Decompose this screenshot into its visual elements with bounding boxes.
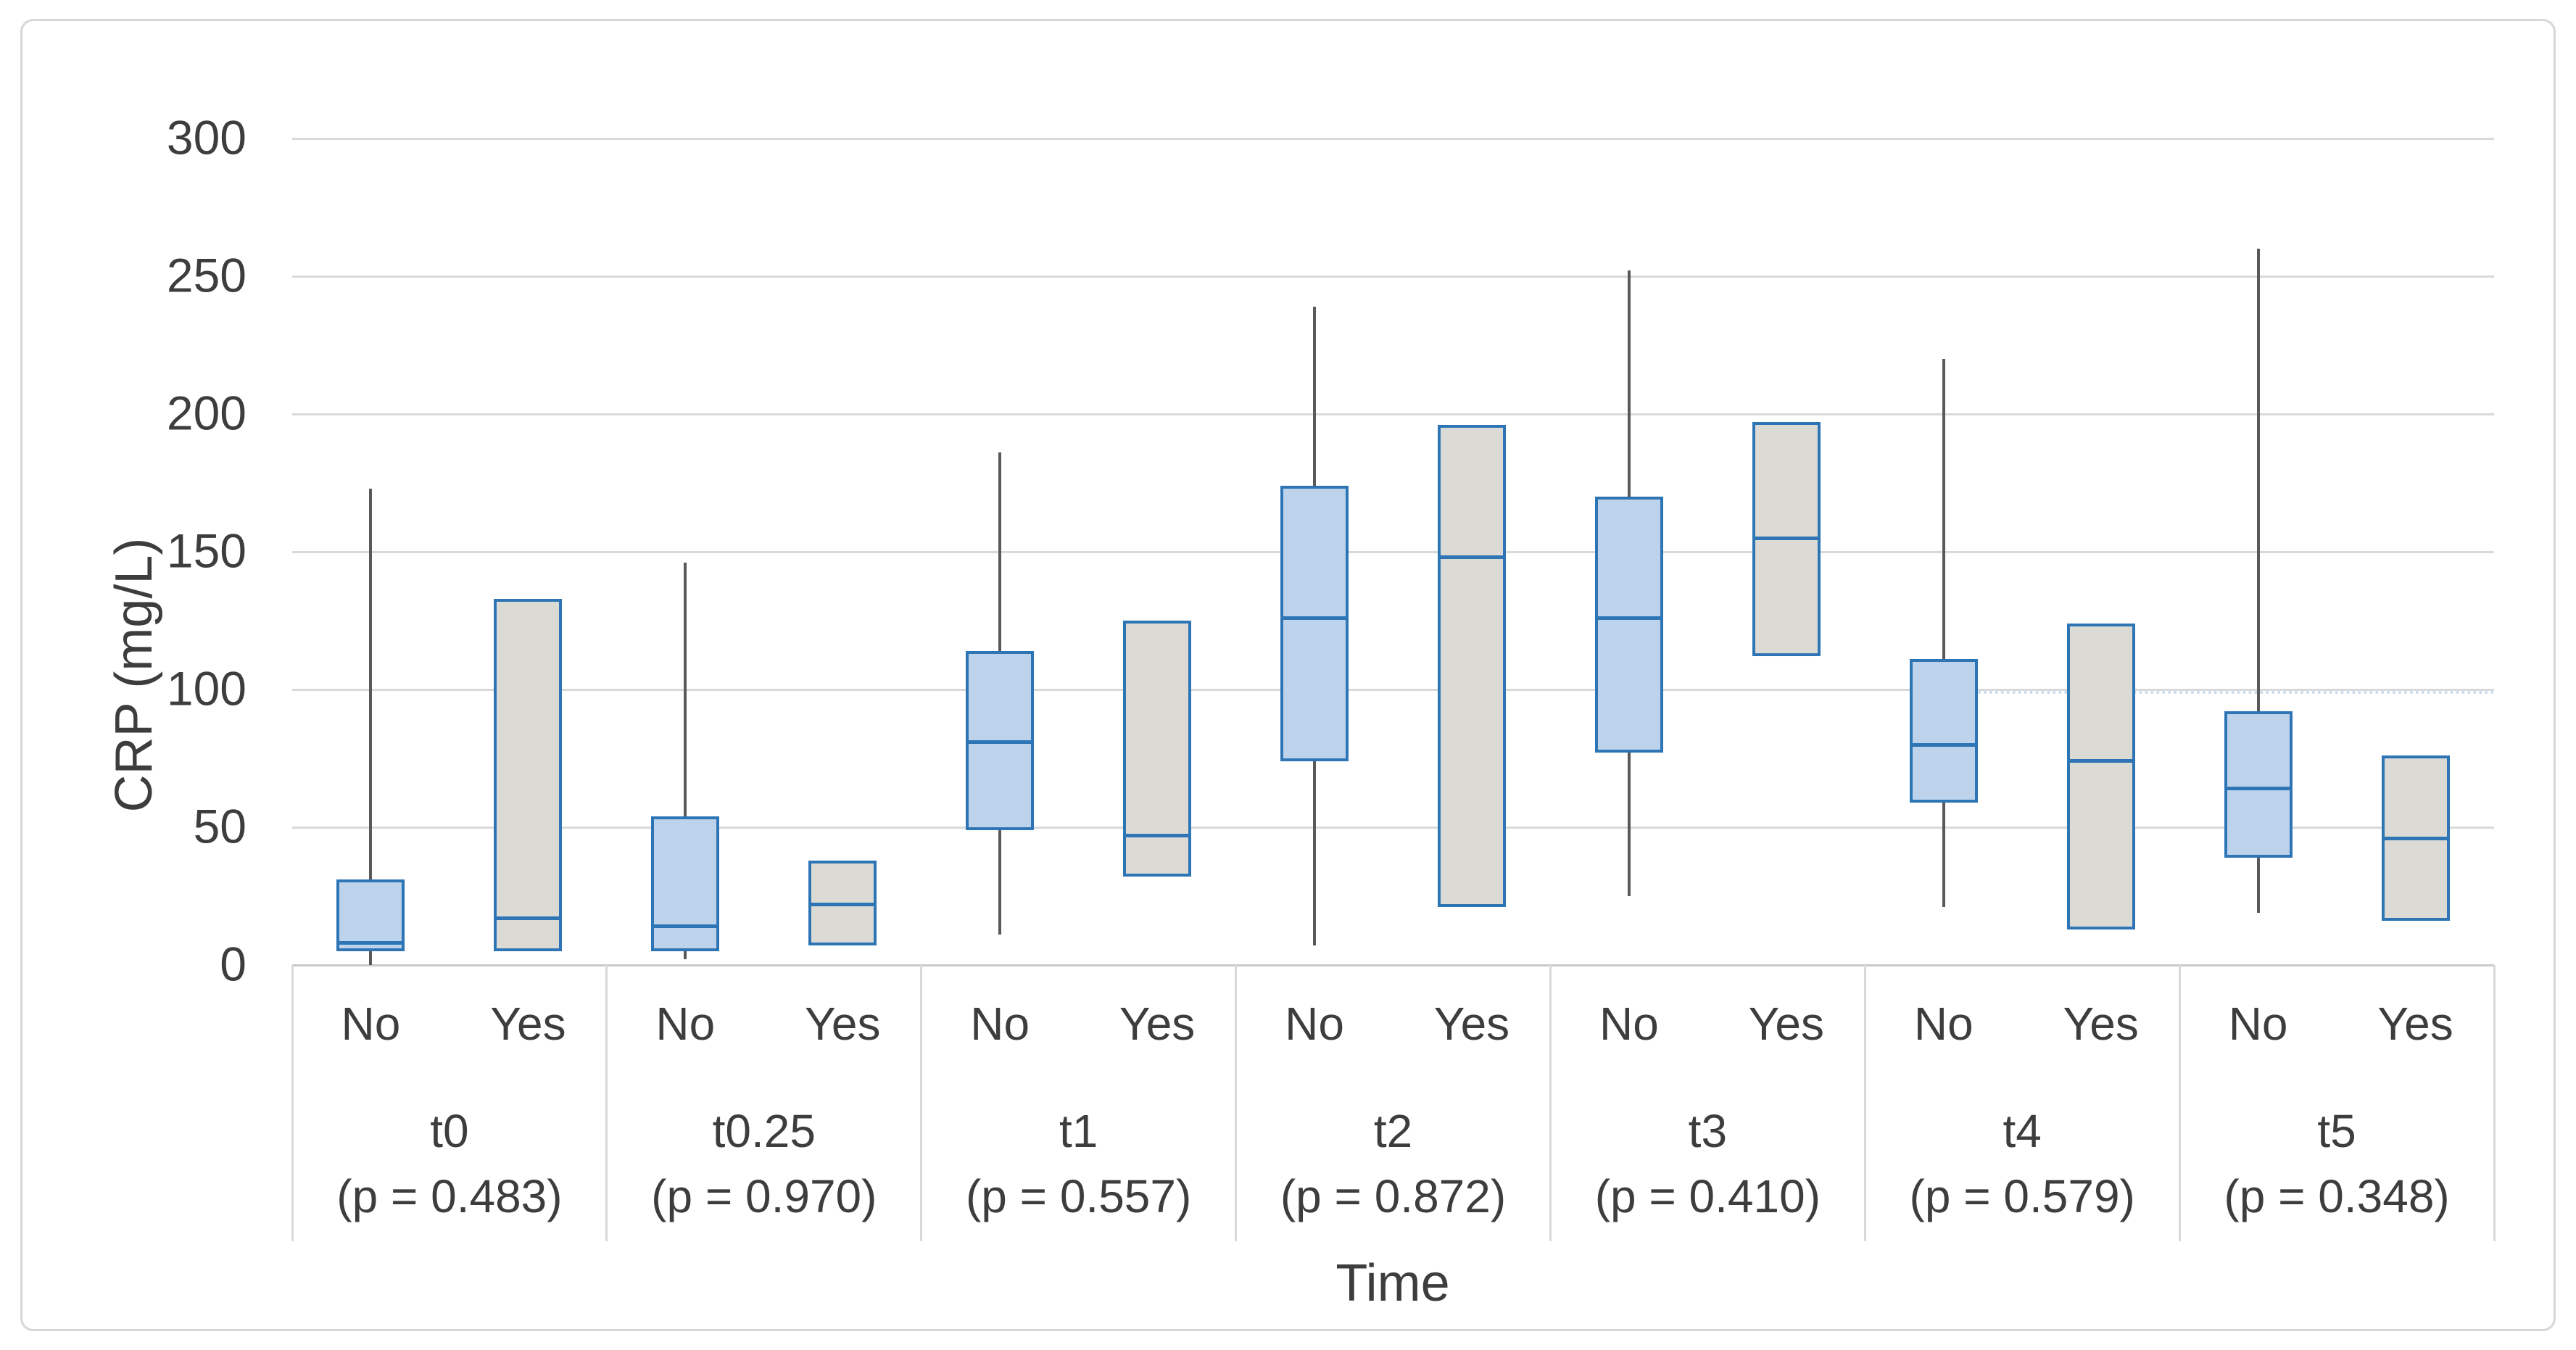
series-label-yes: Yes: [805, 998, 881, 1050]
category-divider: [2493, 965, 2496, 1241]
series-label-no: No: [2228, 998, 2288, 1050]
gridline: [292, 413, 2494, 415]
p-value-label-t0.25: (p = 0.970): [651, 1170, 877, 1222]
box-yes-t2: [1437, 425, 1506, 908]
group-label-t0.25: t0.25: [712, 1105, 816, 1157]
median-line: [1123, 833, 1192, 837]
y-tick-label: 150: [166, 523, 247, 578]
median-line: [1437, 555, 1506, 560]
lower-whisker: [998, 829, 1002, 935]
median-line: [2381, 836, 2450, 840]
p-value-label-t5: (p = 0.348): [2224, 1170, 2450, 1222]
box-yes-t4: [2066, 623, 2135, 929]
group-label-t0: t0: [430, 1105, 469, 1157]
lower-whisker: [1627, 753, 1631, 896]
lower-whisker: [1942, 802, 1945, 908]
group-label-t3: t3: [1688, 1105, 1728, 1157]
series-label-yes: Yes: [2063, 998, 2139, 1050]
lower-whisker: [684, 951, 687, 960]
median-line: [494, 916, 563, 920]
y-tick-label: 100: [166, 661, 247, 716]
category-divider: [291, 965, 294, 1241]
series-label-no: No: [655, 998, 716, 1050]
y-tick-label: 0: [220, 937, 247, 991]
group-label-t4: t4: [2003, 1105, 2042, 1157]
series-label-yes: Yes: [1119, 998, 1196, 1050]
gridline: [292, 550, 2494, 553]
box-no-t0: [336, 879, 405, 951]
upper-whisker: [1627, 270, 1631, 497]
series-label-yes: Yes: [1748, 998, 1825, 1050]
category-divider: [1863, 965, 1866, 1241]
series-label-no: No: [1599, 998, 1659, 1050]
p-value-label-t1: (p = 0.557): [965, 1170, 1192, 1222]
y-tick-label: 200: [166, 386, 247, 440]
box-no-t3: [1594, 497, 1663, 753]
box-yes-t0: [494, 598, 563, 951]
gridline: [292, 275, 2494, 278]
median-line: [2066, 759, 2135, 763]
gridline: [292, 137, 2494, 140]
median-line: [1280, 616, 1349, 620]
y-tick-label: 50: [193, 799, 247, 853]
series-label-yes: Yes: [2377, 998, 2453, 1050]
box-no-t2: [1280, 485, 1349, 761]
series-label-no: No: [341, 998, 401, 1050]
box-no-t4: [1909, 659, 1978, 803]
median-line: [1752, 536, 1821, 540]
upper-whisker: [2256, 249, 2260, 712]
x-axis-title: Time: [1335, 1254, 1450, 1312]
upper-whisker: [1313, 306, 1317, 486]
p-value-label-t3: (p = 0.410): [1594, 1170, 1821, 1222]
upper-whisker: [998, 452, 1002, 651]
median-line: [2224, 787, 2293, 791]
upper-whisker: [1942, 359, 1945, 660]
gridline: [292, 688, 2494, 691]
group-label-t2: t2: [1373, 1105, 1413, 1157]
median-line: [966, 740, 1035, 744]
median-line: [1909, 742, 1978, 747]
lower-whisker: [369, 951, 373, 965]
box-yes-t1: [1123, 621, 1192, 877]
lower-whisker: [1313, 761, 1317, 946]
category-divider: [1549, 965, 1552, 1241]
series-label-yes: Yes: [1433, 998, 1510, 1050]
p-value-label-t4: (p = 0.579): [1909, 1170, 2135, 1222]
median-line: [808, 902, 877, 906]
y-axis-title: CRP (mg/L): [105, 537, 163, 813]
lower-whisker: [2256, 857, 2260, 913]
gridline: [292, 826, 2494, 829]
p-value-label-t0: (p = 0.483): [336, 1170, 563, 1222]
p-value-label-t2: (p = 0.872): [1280, 1170, 1507, 1222]
category-divider: [2178, 965, 2181, 1241]
x-axis-line: [292, 964, 2494, 966]
faint-dotted-line: [1977, 690, 2494, 694]
category-divider: [920, 965, 923, 1241]
category-divider: [605, 965, 608, 1241]
median-line: [1594, 616, 1663, 620]
upper-whisker: [369, 488, 373, 880]
group-label-t5: t5: [2317, 1105, 2356, 1157]
upper-whisker: [684, 563, 687, 816]
series-label-no: No: [970, 998, 1030, 1050]
series-label-yes: Yes: [490, 998, 566, 1050]
series-label-no: No: [1913, 998, 1974, 1050]
median-line: [336, 941, 405, 945]
median-line: [651, 924, 720, 929]
box-no-t0.25: [651, 816, 720, 951]
figure-border: [20, 19, 2556, 1331]
series-label-no: No: [1285, 998, 1344, 1050]
y-tick-label: 300: [166, 110, 247, 165]
box-no-t5: [2224, 711, 2293, 858]
group-label-t1: t1: [1059, 1105, 1098, 1157]
category-divider: [1235, 965, 1238, 1241]
y-tick-label: 250: [166, 248, 247, 302]
